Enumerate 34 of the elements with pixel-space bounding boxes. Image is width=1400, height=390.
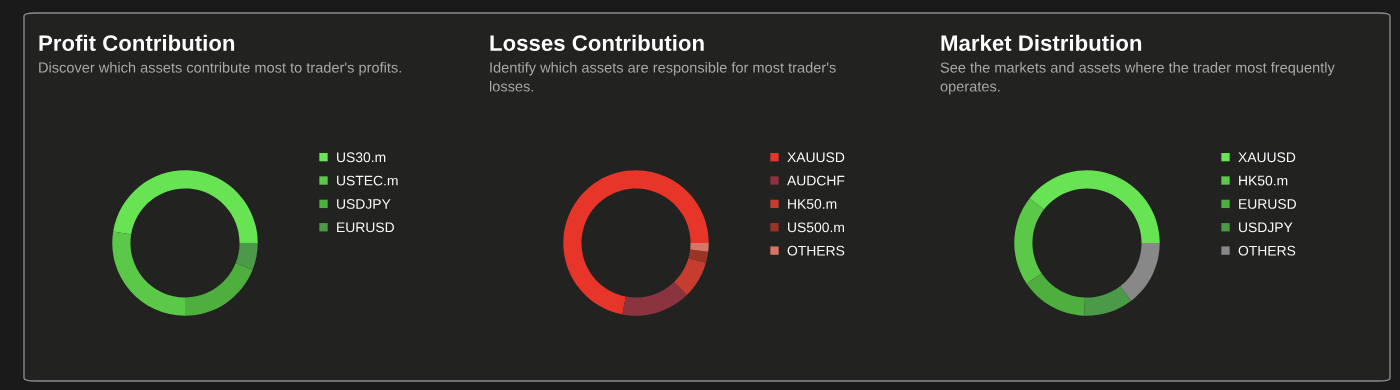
donut-slice <box>563 170 709 315</box>
donut-slice <box>1026 273 1085 316</box>
donut-slice <box>1084 286 1132 316</box>
donut-slice <box>113 170 258 243</box>
donut-slice <box>235 243 258 270</box>
chart-title: Losses Contribution <box>490 34 704 51</box>
legend-label: XAUUSD <box>1238 152 1296 163</box>
donut-slice <box>1014 198 1044 284</box>
legend-label: EURUSD <box>1239 199 1296 209</box>
legend-label: USTEC.m <box>337 175 398 186</box>
legend-label: USDJPY <box>1239 222 1293 233</box>
legend-label: EURUSD <box>337 222 394 233</box>
legend-label: AUDCHF <box>787 175 845 186</box>
donut-slice <box>185 263 253 316</box>
donut-slice <box>688 249 709 263</box>
donut-slice <box>1029 170 1160 243</box>
donut-slice <box>674 257 706 296</box>
legend-label: OTHERS <box>787 245 845 256</box>
donut-slice <box>622 282 687 316</box>
legend-label: HK50.m <box>788 199 837 209</box>
legend-label: XAUUSD <box>787 152 845 163</box>
legend-label: USDJPY <box>337 199 391 209</box>
legend-label: US30.m <box>337 152 386 163</box>
legend-label: HK50.m <box>1239 175 1288 186</box>
legend-label: US500.m <box>788 222 844 233</box>
donut-slice <box>112 231 185 316</box>
chart-subtitle: See the markets and assets where the trader most frequently operates. <box>940 62 1335 95</box>
chart-title: Profit Contribution <box>39 34 235 51</box>
donut-slice <box>1120 243 1160 301</box>
chart-title: Market Distribution <box>941 34 1142 51</box>
chart-subtitle: Identify which assets are responsible for most trader's losses. <box>489 62 836 92</box>
legend-label: OTHERS <box>1238 245 1296 256</box>
chart-subtitle: Discover which assets contribute most to trader's profits. <box>39 62 401 76</box>
donut-slice <box>690 243 709 252</box>
